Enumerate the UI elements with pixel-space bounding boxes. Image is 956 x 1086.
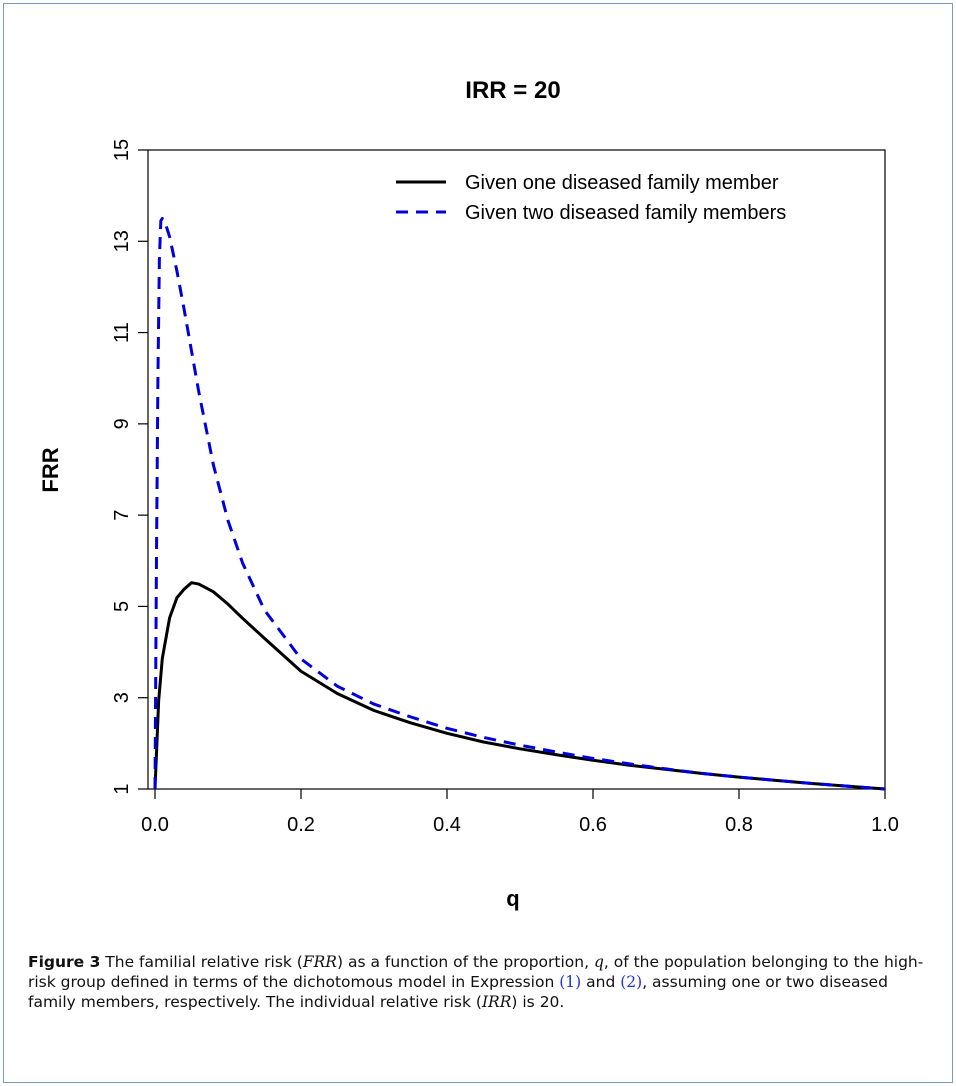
- y-tick-label: 5: [111, 601, 133, 612]
- y-tick-label: 7: [111, 510, 133, 521]
- x-tick-label: 0.6: [579, 814, 607, 836]
- caption-math: IRR: [481, 993, 512, 1011]
- y-axis-label: FRR: [38, 447, 63, 492]
- caption-text: , of the population belonging to the hig…: [28, 953, 924, 991]
- series-line-2: [153, 216, 886, 791]
- x-tick-label: 0.4: [433, 814, 461, 836]
- legend-label-2: Given two diseased family members: [465, 202, 786, 224]
- plot-box: [147, 149, 886, 790]
- caption-text: ) as a function of the proportion,: [336, 953, 594, 971]
- x-tick-label: 0.2: [287, 814, 315, 836]
- caption-label: Figure 3: [28, 953, 101, 971]
- line-chart: IRR = 20 0.0 0.2 0.4 0.6 0.8 1.0 13579111315 …: [38, 77, 899, 911]
- caption-reference[interactable]: (2): [620, 973, 643, 991]
- x-axis: 0.0 0.2 0.4 0.6 0.8 1.0: [141, 789, 899, 836]
- x-tick-label: 0.0: [141, 814, 169, 836]
- y-tick-label: 11: [111, 322, 133, 343]
- y-tick-label: 9: [111, 418, 133, 429]
- figure-caption: Figure 3 The familial relative risk (FRR…: [28, 952, 933, 1012]
- series-line-1: [153, 581, 886, 791]
- x-tick-label: 1.0: [871, 814, 899, 836]
- figure-frame: [3, 3, 953, 1083]
- caption-text: The familial relative risk (: [100, 953, 303, 971]
- caption-math: q: [593, 953, 604, 971]
- y-tick-label: 13: [111, 230, 133, 252]
- legend-label-1: Given one diseased family member: [465, 172, 779, 194]
- y-tick-label: 1: [111, 783, 133, 794]
- x-axis-label: q: [506, 886, 519, 911]
- chart-title: IRR = 20: [465, 77, 560, 104]
- legend: Given one diseased family member Given tw…: [396, 172, 786, 224]
- y-tick-label: 3: [111, 692, 133, 703]
- caption-reference[interactable]: (1): [559, 973, 582, 991]
- x-tick-label: 0.8: [725, 814, 753, 836]
- caption-math: FRR: [302, 953, 337, 971]
- caption-text: and: [581, 973, 621, 991]
- caption-text: , assuming one or two diseased family me…: [28, 973, 888, 1011]
- series-lines: [153, 216, 886, 791]
- y-tick-label: 15: [111, 139, 133, 161]
- caption-text: ) is 20.: [511, 993, 565, 1011]
